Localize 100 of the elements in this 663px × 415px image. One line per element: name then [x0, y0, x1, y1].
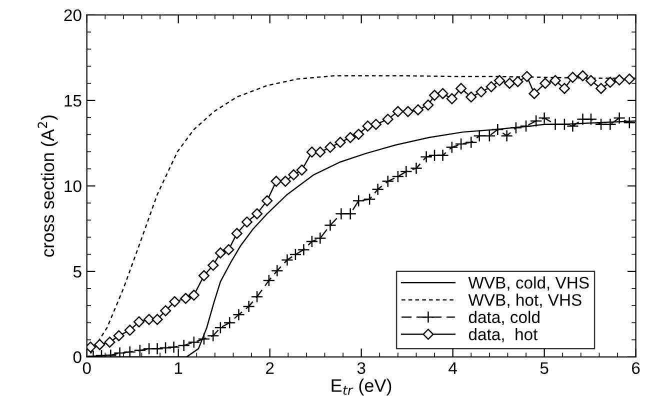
point [241, 216, 253, 228]
point [214, 247, 226, 258]
point [306, 146, 318, 158]
point [314, 146, 326, 158]
x-tick-label: 6 [632, 362, 640, 374]
point [558, 82, 570, 94]
point [623, 116, 636, 129]
point [198, 332, 210, 346]
point [577, 70, 588, 82]
y-axis-title: cross section (A$^{2}$) [38, 115, 58, 257]
point [86, 342, 96, 353]
point [231, 228, 242, 239]
legend-label: data, hot [468, 328, 538, 342]
point [113, 330, 124, 342]
point [232, 308, 245, 321]
point [370, 118, 382, 130]
point [262, 274, 276, 287]
point [353, 128, 364, 140]
point [510, 122, 522, 134]
point [454, 138, 468, 150]
point [530, 114, 542, 128]
point [596, 82, 607, 94]
point [567, 72, 578, 83]
point [180, 292, 192, 304]
point [528, 88, 540, 100]
point [584, 113, 598, 126]
point [160, 305, 172, 316]
point [159, 342, 172, 354]
point [334, 136, 346, 148]
point [169, 296, 180, 308]
point [188, 336, 200, 348]
point [594, 118, 608, 131]
point [270, 264, 284, 277]
point [446, 141, 458, 154]
point [133, 316, 145, 328]
point [335, 208, 348, 220]
x-tick-label: 0 [82, 362, 91, 374]
point [352, 194, 365, 207]
point [288, 169, 300, 180]
point [504, 78, 516, 89]
point [251, 208, 263, 220]
point [540, 78, 551, 89]
point [94, 339, 106, 350]
point [363, 193, 376, 206]
point [614, 74, 625, 86]
point [392, 106, 404, 118]
point [585, 75, 597, 86]
point [412, 104, 424, 116]
point [262, 195, 273, 206]
point [402, 106, 414, 118]
point [198, 270, 210, 282]
point [372, 183, 384, 196]
point [604, 76, 616, 88]
point [168, 340, 180, 354]
point [296, 164, 308, 176]
point [270, 176, 282, 187]
point [223, 316, 236, 329]
point [538, 112, 551, 124]
x-tick-label: 4 [448, 362, 457, 374]
point [446, 93, 458, 104]
point [242, 300, 255, 313]
point [521, 70, 532, 82]
point [280, 176, 291, 187]
point [520, 120, 532, 132]
point [624, 74, 635, 85]
x-tick-label: 1 [174, 362, 182, 374]
point [558, 118, 571, 131]
point [428, 90, 440, 101]
point [188, 290, 200, 301]
point [456, 82, 467, 94]
point [382, 175, 394, 188]
point [362, 120, 374, 132]
y-tick-label: 15 [64, 95, 82, 107]
point [476, 86, 487, 98]
y-tick-label: 20 [64, 9, 82, 22]
point [324, 219, 336, 232]
point [344, 132, 356, 144]
point [410, 162, 422, 174]
legend-label: WVB, hot, VHS [468, 294, 582, 308]
point [151, 342, 164, 355]
point [512, 76, 524, 88]
point [420, 150, 432, 164]
point [124, 346, 136, 357]
point [466, 91, 477, 103]
point [550, 75, 561, 86]
point [500, 130, 513, 142]
point [604, 118, 616, 131]
point [134, 344, 146, 357]
x-tick-label: 5 [540, 362, 548, 374]
point [324, 142, 336, 153]
point [613, 112, 626, 124]
y-tick-label: 0 [73, 351, 82, 364]
point [124, 324, 136, 336]
point [422, 100, 434, 111]
point [152, 314, 163, 325]
x-tick-label: 3 [357, 362, 366, 374]
point [114, 346, 126, 357]
point [436, 149, 449, 162]
point [144, 314, 155, 325]
y-tick-label: 10 [64, 180, 82, 192]
